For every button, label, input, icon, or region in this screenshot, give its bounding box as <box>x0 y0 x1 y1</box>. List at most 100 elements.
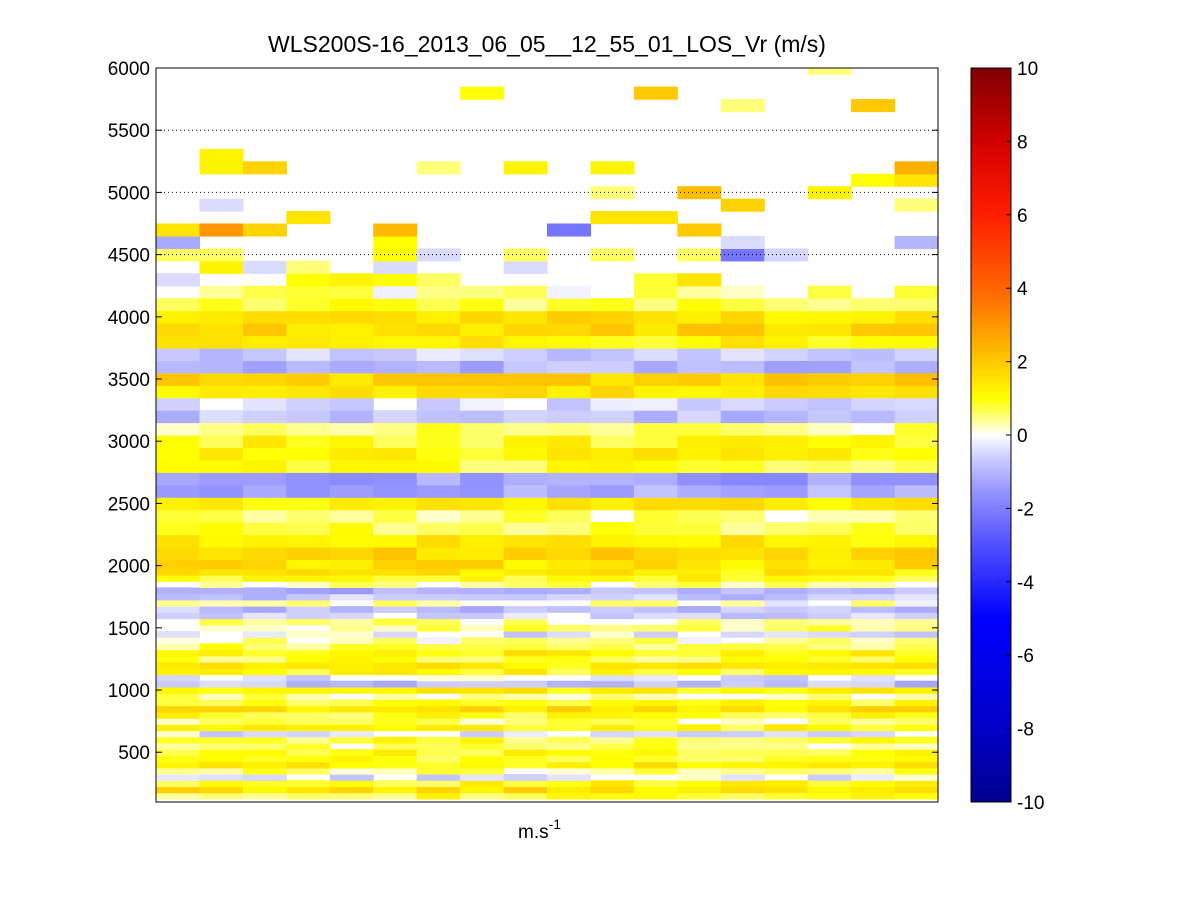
heatmap-cell <box>720 447 765 461</box>
heatmap-cell <box>373 711 418 719</box>
heatmap-cell <box>633 435 678 449</box>
heatmap-cell <box>590 730 635 738</box>
heatmap-cell <box>242 718 287 725</box>
heatmap-cell <box>503 668 548 676</box>
heatmap-cell <box>329 593 374 601</box>
heatmap-cell <box>547 484 592 498</box>
heatmap-cell <box>460 435 505 449</box>
heatmap-cell <box>807 724 852 732</box>
heatmap-cell <box>851 780 896 788</box>
heatmap-cell <box>547 574 592 582</box>
heatmap-cell <box>329 736 374 744</box>
heatmap-cell <box>633 410 678 424</box>
heatmap-cell <box>764 705 809 713</box>
heatmap-cell <box>633 680 678 688</box>
heatmap-cell <box>199 718 244 725</box>
heatmap-cell <box>242 674 287 682</box>
heatmap-cell <box>503 718 548 725</box>
heatmap-cell <box>807 568 852 576</box>
heatmap-cell <box>242 599 287 607</box>
heatmap-cell <box>156 509 201 523</box>
heatmap-cell <box>286 674 331 682</box>
heatmap-cell <box>764 574 809 582</box>
heatmap-cell <box>851 385 896 399</box>
heatmap-cell <box>764 624 809 632</box>
heatmap-cell <box>807 755 852 763</box>
heatmap-cell <box>199 755 244 763</box>
heatmap-cell <box>460 749 505 756</box>
heatmap-cell <box>503 655 548 663</box>
heatmap-cell <box>460 637 505 644</box>
heatmap-cell <box>329 624 374 632</box>
heatmap-cell <box>720 568 765 576</box>
heatmap-cell <box>286 649 331 657</box>
heatmap-cell <box>460 335 505 349</box>
heatmap-cell <box>373 606 418 613</box>
heatmap-cell <box>547 593 592 601</box>
heatmap-cell <box>242 472 287 486</box>
heatmap-cell <box>720 643 765 651</box>
heatmap-cell <box>720 624 765 632</box>
heatmap-cell <box>242 662 287 669</box>
heatmap-cell <box>807 298 852 312</box>
heatmap-cell <box>590 711 635 719</box>
heatmap-cell <box>460 767 505 775</box>
heatmap-cell <box>416 385 461 399</box>
heatmap-cell <box>329 724 374 732</box>
heatmap-cell <box>547 581 592 588</box>
heatmap-cell <box>156 372 201 386</box>
heatmap-cell <box>286 435 331 449</box>
heatmap-cell <box>329 630 374 638</box>
heatmap-cell <box>633 749 678 756</box>
colorbar-tick-label: 4 <box>1017 279 1028 300</box>
heatmap-cell <box>851 599 896 607</box>
heatmap-cell <box>460 472 505 486</box>
heatmap-cell <box>764 630 809 638</box>
heatmap-cell <box>460 310 505 324</box>
heatmap-cell <box>460 755 505 763</box>
heatmap-cell <box>329 686 374 694</box>
heatmap-cell <box>633 761 678 769</box>
heatmap-cell <box>807 574 852 582</box>
heatmap-cell <box>286 792 331 800</box>
heatmap-cell <box>373 655 418 663</box>
heatmap-cell <box>460 574 505 582</box>
heatmap-cell <box>460 643 505 651</box>
heatmap-cell <box>199 624 244 632</box>
heatmap-cell <box>590 310 635 324</box>
heatmap-cell <box>633 347 678 361</box>
heatmap-cell <box>286 509 331 523</box>
heatmap-cell <box>547 298 592 312</box>
heatmap-cell <box>720 699 765 707</box>
heatmap-cell <box>677 435 722 449</box>
heatmap-cell <box>764 680 809 688</box>
heatmap-cell <box>547 724 592 732</box>
heatmap-cell <box>460 699 505 707</box>
heatmap-cell <box>416 323 461 337</box>
heatmap-cell <box>764 780 809 788</box>
heatmap-cell <box>199 410 244 424</box>
heatmap-cell <box>807 559 852 570</box>
heatmap-cell <box>503 662 548 669</box>
heatmap-cell <box>720 774 765 781</box>
heatmap-cell <box>199 593 244 601</box>
heatmap-cell <box>503 509 548 523</box>
heatmap-cell <box>460 730 505 738</box>
heatmap-cell <box>242 774 287 781</box>
heatmap-cell <box>460 360 505 374</box>
heatmap-cell <box>242 655 287 663</box>
heatmap-cell <box>633 612 678 620</box>
heatmap-cell <box>894 285 939 299</box>
heatmap-cell <box>547 285 592 299</box>
heatmap-cell <box>242 397 287 411</box>
heatmap-cell <box>503 335 548 349</box>
heatmap-cell <box>764 599 809 607</box>
heatmap-cell <box>373 780 418 788</box>
heatmap-cell <box>329 780 374 788</box>
heatmap-cell <box>807 643 852 651</box>
heatmap-cell <box>416 680 461 688</box>
heatmap-cell <box>286 612 331 620</box>
heatmap-cell <box>590 780 635 788</box>
heatmap-cell <box>547 761 592 769</box>
heatmap-cell <box>764 606 809 613</box>
